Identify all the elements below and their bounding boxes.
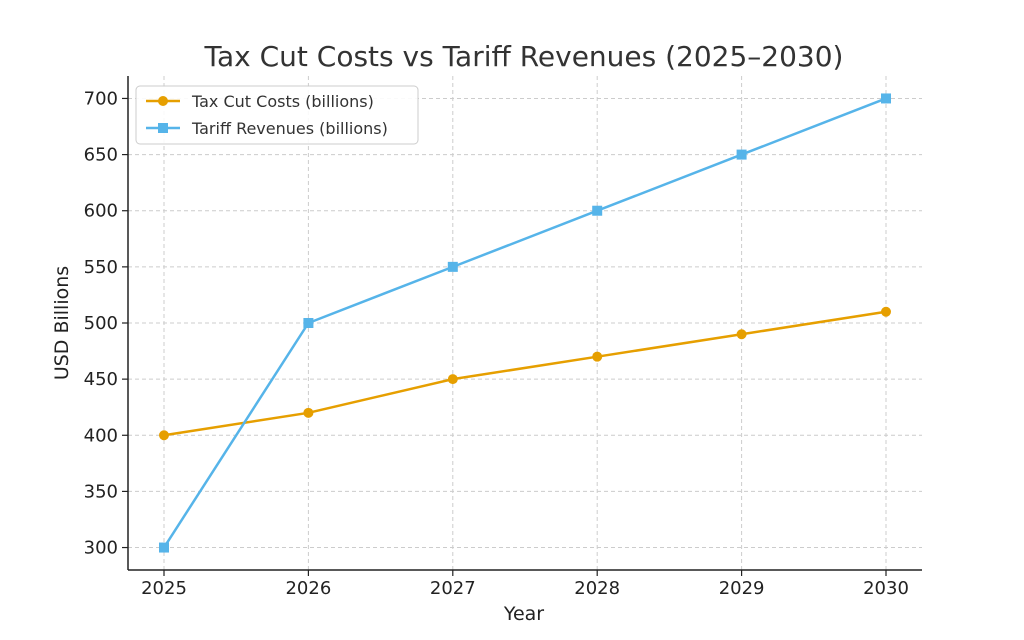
y-tick-label: 400: [84, 425, 118, 446]
data-point: [881, 306, 891, 317]
x-axis-label: Year: [503, 603, 544, 625]
legend-box: [135, 85, 419, 145]
legend-item: Tax Cut Costs (billions): [146, 92, 374, 111]
y-tick-label: 350: [84, 481, 118, 502]
grid: [128, 76, 922, 570]
data-point: [736, 149, 747, 160]
y-tick-label: 450: [84, 369, 118, 390]
data-point: [447, 261, 458, 272]
axes: [122, 76, 922, 576]
y-axis-label: USD Billions: [51, 266, 73, 380]
data-point: [592, 205, 603, 216]
y-tick-label: 550: [84, 257, 118, 278]
y-tick-label: 700: [84, 88, 118, 109]
legend-label: Tax Cut Costs (billions): [191, 92, 374, 111]
series-line: [162, 97, 887, 549]
x-tick-label: 2028: [574, 578, 620, 599]
data-point: [159, 430, 169, 441]
series: [159, 93, 891, 553]
data-point: [447, 374, 458, 385]
y-tick-label: 500: [84, 313, 118, 334]
data-point: [303, 318, 314, 328]
y-tick-label: 300: [84, 538, 118, 559]
legend: Tax Cut Costs (billions) Tariff Revenues …: [135, 85, 419, 145]
data-point: [736, 329, 747, 340]
legend-item: Tariff Revenues (billions): [146, 119, 388, 138]
x-tick-label: 2030: [863, 578, 909, 599]
x-tick-label: 2029: [719, 578, 765, 599]
chart-title: Tax Cut Costs vs Tariff Revenues (2025–2…: [204, 40, 844, 73]
series-line: [163, 310, 887, 437]
legend-label: Tariff Revenues (billions): [191, 119, 388, 138]
x-tick-label: 2027: [430, 578, 476, 599]
x-tick-label: 2026: [285, 578, 331, 599]
x-tick-label: 2025: [141, 578, 187, 599]
data-point: [159, 542, 169, 553]
data-point: [303, 407, 314, 418]
y-tick-labels: 300 350 400 450 500 550 600 650 700: [84, 88, 118, 558]
legend-marker: [158, 96, 168, 106]
y-tick-label: 600: [84, 201, 118, 222]
series-1: [159, 306, 891, 441]
data-point: [592, 351, 603, 362]
x-tick-labels: 2025 2026 2027 2028 2029 2030: [141, 578, 909, 599]
data-point: [881, 93, 891, 104]
series-2: [159, 93, 891, 553]
y-tick-label: 650: [84, 145, 118, 166]
legend-marker: [158, 123, 168, 133]
